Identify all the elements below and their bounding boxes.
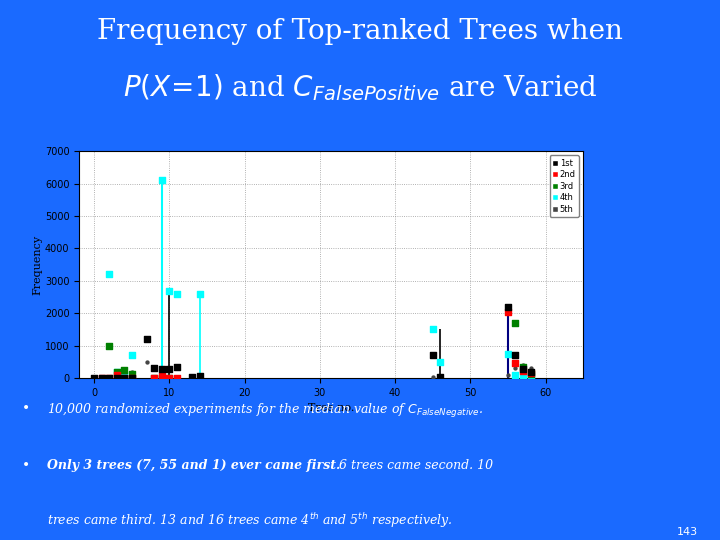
Text: 10,000 randomized experiments for the median value of $C_{\mathit{FalseNegative}: 10,000 randomized experiments for the me…: [47, 402, 483, 420]
Point: [156, 176, 168, 185]
Point: [111, 367, 122, 376]
Point: [517, 362, 528, 371]
Text: Frequency of Top-ranked Trees when: Frequency of Top-ranked Trees when: [97, 18, 623, 45]
Text: trees came third. 13 and 16 trees came 4$^{th}$ and 5$^{th}$ respectively.: trees came third. 13 and 16 trees came 4…: [47, 511, 453, 530]
Legend: 1st, 2nd, 3rd, 4th, 5th: 1st, 2nd, 3rd, 4th, 5th: [549, 156, 579, 217]
Text: •: •: [22, 402, 30, 416]
Point: [111, 367, 122, 376]
Point: [427, 325, 438, 334]
Point: [148, 374, 160, 382]
Point: [434, 373, 446, 382]
Point: [89, 374, 100, 382]
Point: [510, 351, 521, 360]
Point: [510, 371, 521, 380]
Point: [510, 364, 521, 373]
Point: [194, 289, 205, 298]
Point: [434, 357, 446, 366]
Point: [427, 351, 438, 360]
Point: [156, 374, 168, 382]
Point: [510, 359, 521, 368]
Text: •: •: [22, 459, 30, 473]
X-axis label: Tree no.: Tree no.: [308, 403, 354, 413]
Point: [126, 370, 138, 379]
Point: [156, 372, 168, 380]
Point: [141, 357, 153, 366]
Point: [141, 335, 153, 343]
Point: [503, 371, 514, 380]
Point: [104, 373, 115, 382]
Point: [126, 367, 138, 376]
Point: [104, 374, 115, 382]
Point: [503, 349, 514, 358]
Point: [517, 366, 528, 375]
Point: [517, 364, 528, 373]
Point: [163, 286, 175, 295]
Point: [119, 370, 130, 379]
Point: [111, 368, 122, 376]
Point: [148, 374, 160, 382]
Point: [119, 374, 130, 382]
Point: [119, 366, 130, 374]
Text: 143: 143: [678, 526, 698, 537]
Point: [525, 364, 536, 373]
Point: [171, 374, 183, 382]
Point: [525, 368, 536, 376]
Point: [171, 362, 183, 371]
Point: [186, 373, 198, 382]
Y-axis label: Frequency: Frequency: [32, 234, 42, 295]
Point: [96, 374, 107, 382]
Point: [104, 270, 115, 279]
Point: [525, 369, 536, 377]
Point: [525, 370, 536, 379]
Point: [111, 370, 122, 379]
Point: [503, 302, 514, 311]
Point: [156, 364, 168, 373]
Point: [163, 373, 175, 382]
Point: [163, 374, 175, 382]
Point: [119, 367, 130, 376]
Point: [517, 361, 528, 369]
Point: [517, 372, 528, 380]
Point: [194, 372, 205, 380]
Point: [126, 351, 138, 360]
Text: $\mathbf{\mathit{P}}$$(X\!=\!1)$ and $\mathbf{\mathit{C}}_{\mathit{FalsePositive: $\mathbf{\mathit{P}}$$(X\!=\!1)$ and $\m…: [123, 72, 597, 103]
Point: [434, 373, 446, 382]
Point: [525, 372, 536, 381]
Point: [427, 373, 438, 382]
Point: [510, 319, 521, 327]
Point: [96, 373, 107, 382]
Point: [126, 374, 138, 382]
Point: [119, 374, 130, 382]
Text: 6 trees came second. 10: 6 trees came second. 10: [335, 459, 493, 472]
Point: [148, 363, 160, 372]
Point: [111, 374, 122, 382]
Point: [148, 373, 160, 382]
Point: [156, 374, 168, 382]
Point: [171, 289, 183, 298]
Point: [503, 307, 514, 316]
Point: [126, 374, 138, 382]
Point: [163, 364, 175, 373]
Point: [104, 341, 115, 350]
Text: Only 3 trees (7, 55 and 1) ever came first.: Only 3 trees (7, 55 and 1) ever came fir…: [47, 459, 340, 472]
